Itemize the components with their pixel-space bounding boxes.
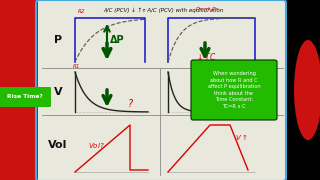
Text: R2: R2 (78, 9, 85, 14)
Text: P: P (54, 35, 62, 45)
Text: R1: R1 (73, 64, 80, 69)
Text: ?: ? (127, 99, 132, 109)
Text: $V\uparrow$: $V\uparrow$ (235, 132, 248, 142)
FancyBboxPatch shape (0, 87, 51, 107)
Bar (38, 0, 285, 180)
Text: A/C (PCV) ↓ ↑τ A/C (PCV) with equilibration: A/C (PCV) ↓ ↑τ A/C (PCV) with equilibrat… (103, 8, 223, 13)
Text: $Vol$?: $Vol$? (88, 141, 105, 150)
Text: Rise Time?: Rise Time? (7, 94, 43, 100)
Bar (0, 0, 38, 180)
Ellipse shape (294, 40, 320, 140)
Text: $p_m \rightarrow p_e$: $p_m \rightarrow p_e$ (195, 4, 220, 13)
Text: Vol: Vol (48, 140, 68, 150)
FancyBboxPatch shape (191, 60, 277, 120)
Text: $\downarrow TC$: $\downarrow TC$ (195, 51, 216, 62)
Text: When wondering
about how R and C
affect P equilibration
think about the
Time Con: When wondering about how R and C affect … (208, 71, 260, 109)
Text: $J_{app}$?: $J_{app}$? (207, 102, 223, 112)
Text: V: V (54, 87, 62, 97)
Text: ΔP: ΔP (110, 35, 124, 45)
